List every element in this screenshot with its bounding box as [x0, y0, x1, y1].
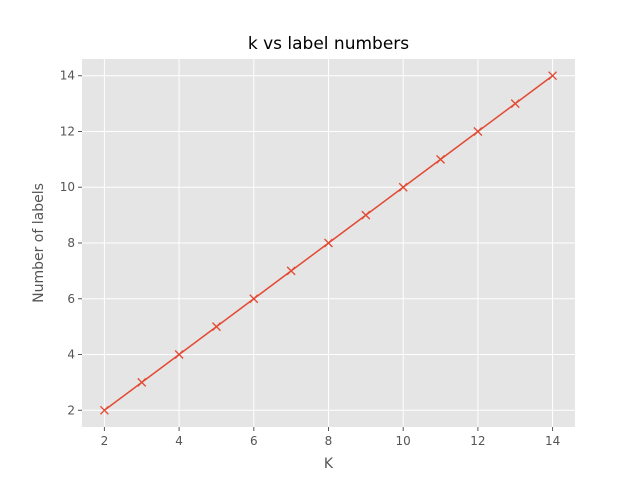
y-tick-label: 14	[60, 69, 75, 83]
y-tick-label: 6	[67, 292, 75, 306]
data-point-marker	[99, 405, 109, 415]
y-tick-label: 10	[60, 180, 75, 194]
x-tick-label: 12	[470, 434, 485, 448]
y-axis-label: Number of labels	[31, 183, 47, 303]
x-tick-label: 6	[250, 434, 258, 448]
data-point-marker	[548, 71, 558, 81]
x-axis-label: K	[324, 456, 334, 472]
y-tick-label: 4	[67, 348, 75, 362]
y-tick-label: 12	[60, 124, 75, 138]
x-tick-label: 4	[175, 434, 183, 448]
x-tick-label: 14	[545, 434, 560, 448]
y-axis-ticks: 2 4 6 8 10 12 14	[60, 69, 82, 417]
data-point-marker	[436, 154, 446, 164]
x-axis-ticks: 2 4 6 8 10 12 14	[101, 427, 560, 448]
data-point-marker	[249, 294, 259, 304]
x-tick-label: 2	[101, 434, 109, 448]
series-layer	[99, 71, 558, 415]
x-tick-label: 8	[325, 434, 333, 448]
data-point-marker	[473, 127, 483, 136]
data-point-marker	[324, 238, 333, 248]
data-point-marker	[398, 182, 408, 192]
chart-title: k vs label numbers	[248, 34, 409, 54]
data-point-marker	[286, 266, 296, 276]
data-point-marker	[510, 99, 520, 109]
y-tick-label: 2	[67, 403, 75, 417]
data-point-marker	[361, 210, 371, 220]
y-tick-label: 8	[67, 236, 75, 250]
data-point-marker	[137, 377, 147, 387]
data-point-marker	[211, 322, 221, 332]
data-point-marker	[174, 350, 184, 359]
x-tick-label: 10	[396, 434, 411, 448]
